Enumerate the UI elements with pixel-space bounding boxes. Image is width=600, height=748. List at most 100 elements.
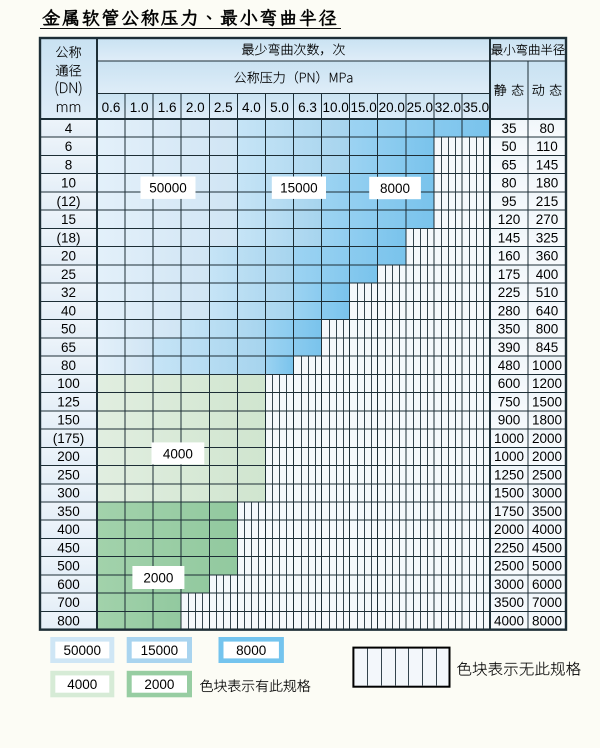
svg-text:80: 80	[61, 358, 76, 373]
svg-text:2500: 2500	[532, 467, 562, 482]
svg-text:15.0: 15.0	[351, 100, 377, 115]
svg-text:100: 100	[57, 376, 80, 391]
svg-text:20.0: 20.0	[379, 100, 405, 115]
svg-text:10: 10	[61, 176, 76, 191]
svg-text:350: 350	[57, 504, 80, 519]
svg-text:1500: 1500	[494, 486, 524, 501]
svg-text:500: 500	[57, 559, 80, 574]
svg-text:20: 20	[61, 249, 76, 264]
svg-text:125: 125	[57, 394, 80, 409]
svg-text:35: 35	[501, 121, 516, 136]
svg-text:50: 50	[501, 139, 516, 154]
svg-text:845: 845	[536, 340, 559, 355]
svg-text:400: 400	[536, 267, 559, 282]
svg-text:2000: 2000	[494, 522, 524, 537]
svg-text:2000: 2000	[532, 431, 562, 446]
svg-text:15000: 15000	[141, 643, 179, 658]
svg-text:2000: 2000	[143, 571, 173, 586]
svg-text:750: 750	[498, 394, 521, 409]
svg-text:1750: 1750	[494, 504, 524, 519]
svg-text:15000: 15000	[280, 181, 318, 196]
svg-text:1000: 1000	[494, 431, 524, 446]
svg-text:145: 145	[498, 230, 521, 245]
svg-text:0.6: 0.6	[102, 100, 121, 115]
svg-text:65: 65	[501, 157, 516, 172]
svg-text:350: 350	[498, 322, 521, 337]
svg-text:25.0: 25.0	[407, 100, 433, 115]
svg-text:80: 80	[501, 176, 516, 191]
svg-text:8000: 8000	[236, 643, 266, 658]
svg-text:110: 110	[536, 139, 558, 154]
svg-text:2.0: 2.0	[186, 100, 205, 115]
svg-text:10.0: 10.0	[322, 100, 348, 115]
svg-text:1800: 1800	[532, 413, 562, 428]
svg-text:95: 95	[501, 194, 516, 209]
svg-text:160: 160	[498, 249, 521, 264]
svg-text:5.0: 5.0	[270, 100, 289, 115]
svg-text:270: 270	[536, 212, 559, 227]
svg-text:32: 32	[61, 285, 76, 300]
svg-text:4000: 4000	[67, 677, 97, 692]
svg-text:4000: 4000	[163, 446, 193, 461]
svg-text:480: 480	[498, 358, 521, 373]
svg-text:280: 280	[498, 303, 521, 318]
svg-text:3000: 3000	[532, 486, 562, 501]
svg-text:15: 15	[61, 212, 76, 227]
svg-text:600: 600	[57, 577, 80, 592]
svg-text:180: 180	[536, 176, 559, 191]
svg-text:450: 450	[57, 540, 80, 555]
svg-text:3500: 3500	[494, 595, 524, 610]
svg-text:360: 360	[536, 249, 559, 264]
svg-text:2250: 2250	[494, 540, 524, 555]
svg-text:7000: 7000	[532, 595, 562, 610]
svg-text:4500: 4500	[532, 540, 562, 555]
svg-text:(18): (18)	[56, 230, 80, 245]
svg-text:2500: 2500	[494, 559, 524, 574]
svg-text:32.0: 32.0	[435, 100, 461, 115]
svg-text:2000: 2000	[144, 677, 174, 692]
svg-text:640: 640	[536, 303, 559, 318]
svg-text:225: 225	[498, 285, 521, 300]
svg-text:700: 700	[57, 595, 80, 610]
svg-text:1500: 1500	[532, 394, 562, 409]
svg-text:6: 6	[65, 139, 73, 154]
svg-text:(12): (12)	[56, 194, 80, 209]
svg-text:8: 8	[65, 157, 73, 172]
svg-text:8000: 8000	[380, 181, 410, 196]
svg-text:4000: 4000	[494, 613, 524, 628]
svg-text:1.0: 1.0	[130, 100, 149, 115]
svg-text:4: 4	[65, 121, 73, 136]
svg-text:4000: 4000	[532, 522, 562, 537]
svg-text:1000: 1000	[532, 358, 562, 373]
svg-text:1200: 1200	[532, 376, 562, 391]
svg-text:800: 800	[536, 322, 559, 337]
svg-text:3000: 3000	[494, 577, 524, 592]
svg-text:120: 120	[498, 212, 521, 227]
svg-text:900: 900	[498, 413, 521, 428]
svg-text:145: 145	[536, 157, 559, 172]
svg-text:2000: 2000	[532, 449, 562, 464]
svg-text:4.0: 4.0	[242, 100, 261, 115]
svg-text:2.5: 2.5	[214, 100, 233, 115]
svg-text:1250: 1250	[494, 467, 524, 482]
svg-text:300: 300	[57, 486, 80, 501]
svg-text:65: 65	[61, 340, 76, 355]
svg-text:250: 250	[57, 467, 80, 482]
svg-text:600: 600	[498, 376, 521, 391]
svg-text:390: 390	[498, 340, 521, 355]
svg-text:(175): (175)	[53, 431, 85, 446]
svg-text:25: 25	[61, 267, 76, 282]
svg-text:175: 175	[498, 267, 521, 282]
svg-text:40: 40	[61, 303, 76, 318]
svg-text:6.3: 6.3	[298, 100, 317, 115]
svg-text:215: 215	[536, 194, 559, 209]
svg-text:1.6: 1.6	[158, 100, 177, 115]
svg-text:50000: 50000	[149, 181, 187, 196]
svg-text:5000: 5000	[532, 559, 562, 574]
svg-text:35.0: 35.0	[463, 100, 489, 115]
svg-text:80: 80	[539, 121, 554, 136]
svg-text:1000: 1000	[494, 449, 524, 464]
svg-text:50: 50	[61, 322, 76, 337]
svg-text:3500: 3500	[532, 504, 562, 519]
svg-text:150: 150	[57, 413, 80, 428]
